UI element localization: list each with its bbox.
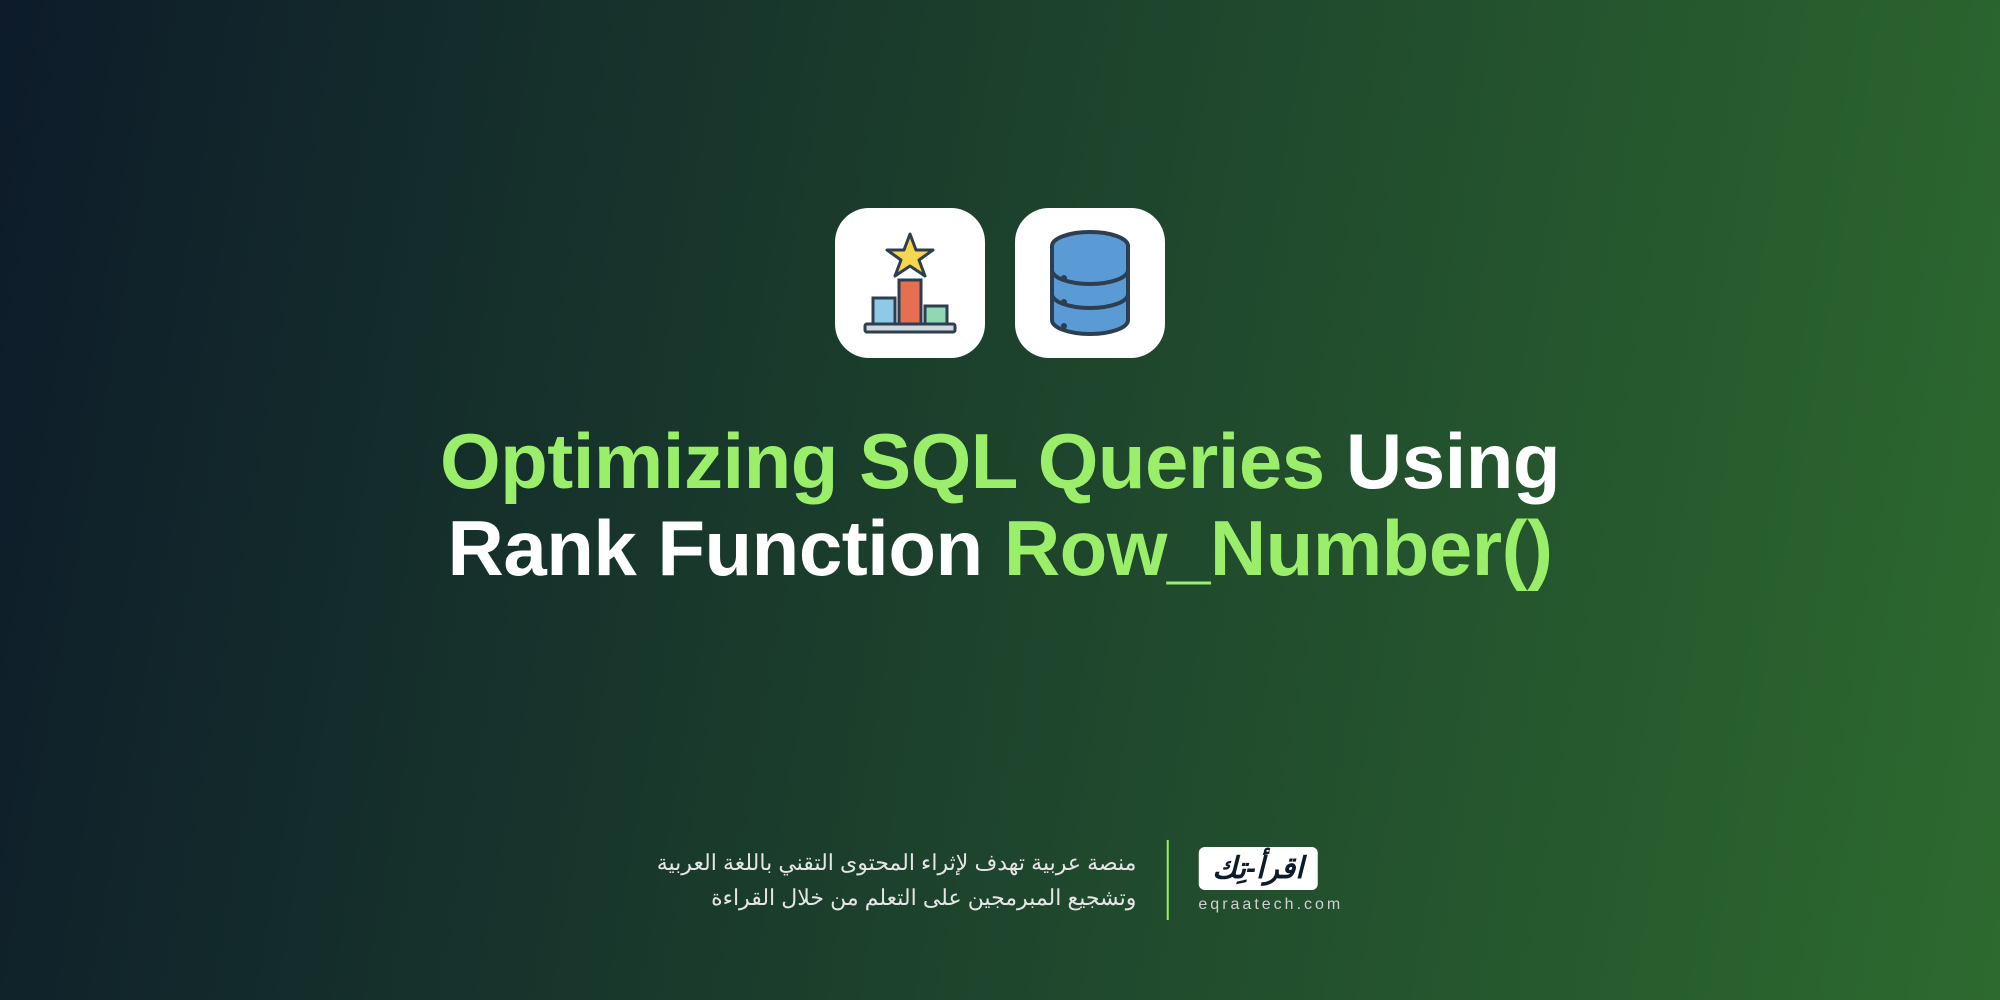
- title-accent-1: Optimizing SQL Queries: [440, 417, 1325, 505]
- ranking-icon-box: [835, 208, 985, 358]
- brand-logo: اقرأ-تِك: [1198, 847, 1317, 890]
- tagline-line-1: منصة عربية تهدف لإثراء المحتوى التقني با…: [657, 845, 1137, 880]
- database-icon-box: [1015, 208, 1165, 358]
- brand-block: اقرأ-تِك eqraatech.com: [1198, 847, 1343, 914]
- footer: منصة عربية تهدف لإثراء المحتوى التقني با…: [657, 840, 1344, 920]
- title-plain-2: Rank Function: [447, 504, 1003, 592]
- icons-row: [835, 208, 1165, 358]
- title-accent-2: Row_Number(): [1004, 504, 1553, 592]
- title-plain-1: Using: [1325, 417, 1560, 505]
- database-icon: [1040, 228, 1140, 338]
- page-title: Optimizing SQL Queries Using Rank Functi…: [440, 418, 1560, 593]
- footer-divider: [1166, 840, 1168, 920]
- ranking-icon: [855, 228, 965, 338]
- brand-url: eqraatech.com: [1198, 896, 1343, 914]
- tagline: منصة عربية تهدف لإثراء المحتوى التقني با…: [657, 845, 1137, 915]
- tagline-line-2: وتشجيع المبرمجين على التعلم من خلال القر…: [657, 880, 1137, 915]
- main-content: Optimizing SQL Queries Using Rank Functi…: [0, 0, 2000, 1000]
